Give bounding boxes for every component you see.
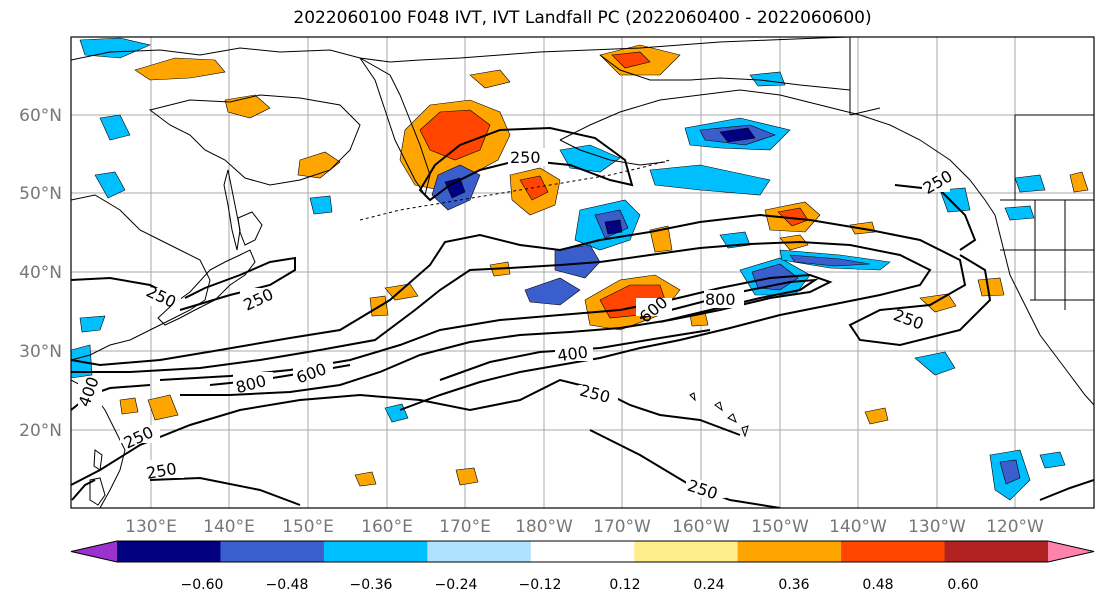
colorbar-segment bbox=[427, 541, 532, 562]
lon-label: 140°W bbox=[829, 517, 887, 537]
lat-label: 20°N bbox=[19, 421, 62, 441]
colorbar-extend-low bbox=[71, 541, 117, 562]
contour-label: 400 bbox=[556, 342, 589, 365]
colorbar-segment bbox=[841, 541, 946, 562]
colorbar-segment bbox=[634, 541, 739, 562]
colorbar-tick-labels: −0.60 −0.48 −0.36 −0.24 −0.12 0.12 0.24 … bbox=[181, 577, 979, 593]
colorbar-tick: −0.48 bbox=[266, 577, 309, 593]
lon-label: 160°E bbox=[361, 517, 413, 537]
colorbar-segment bbox=[117, 541, 221, 562]
colorbar-tick: −0.24 bbox=[435, 577, 478, 593]
lon-label: 170°W bbox=[593, 517, 651, 537]
colorbar-tick: 0.36 bbox=[778, 577, 809, 593]
lat-label: 60°N bbox=[19, 106, 62, 126]
colorbar-tick: 0.12 bbox=[609, 577, 640, 593]
colorbar-outline bbox=[70, 540, 1095, 563]
colorbar-segment bbox=[944, 541, 1049, 562]
latitude-labels: 60°N 50°N 40°N 30°N 20°N bbox=[19, 106, 62, 441]
longitude-labels: 130°E 140°E 150°E 160°E 170°E 180°W 170°… bbox=[125, 517, 1044, 537]
colorbar-segment bbox=[737, 541, 842, 562]
lat-label: 30°N bbox=[19, 342, 62, 362]
lon-label: 130°E bbox=[125, 517, 177, 537]
colorbar-tick: −0.60 bbox=[181, 577, 224, 593]
lon-label: 150°W bbox=[751, 517, 809, 537]
colorbar-tick: 0.48 bbox=[862, 577, 893, 593]
map-title: 2022060100 F048 IVT, IVT Landfall PC (20… bbox=[293, 8, 872, 28]
lon-label: 150°E bbox=[282, 517, 334, 537]
lat-label: 50°N bbox=[19, 184, 62, 204]
lon-label: 140°E bbox=[203, 517, 255, 537]
colorbar bbox=[70, 540, 1095, 563]
colorbar-tick: 0.24 bbox=[693, 577, 724, 593]
colorbar-tick: −0.12 bbox=[519, 577, 562, 593]
colorbar-tick: −0.36 bbox=[350, 577, 393, 593]
colorbar-extend-high bbox=[1048, 541, 1094, 562]
lat-label: 40°N bbox=[19, 263, 62, 283]
lon-label: 160°W bbox=[672, 517, 730, 537]
colorbar-segment bbox=[220, 541, 325, 562]
contour-label: 250 bbox=[510, 148, 541, 167]
lon-label: 120°W bbox=[986, 517, 1044, 537]
lon-label: 130°W bbox=[908, 517, 966, 537]
lon-label: 180°W bbox=[515, 517, 573, 537]
colorbar-segment bbox=[530, 541, 635, 562]
colorbar-segment bbox=[323, 541, 428, 562]
contour-label: 800 bbox=[705, 290, 736, 309]
map-frame bbox=[70, 36, 1095, 509]
colorbar-tick: 0.60 bbox=[947, 577, 978, 593]
lon-label: 170°E bbox=[439, 517, 491, 537]
